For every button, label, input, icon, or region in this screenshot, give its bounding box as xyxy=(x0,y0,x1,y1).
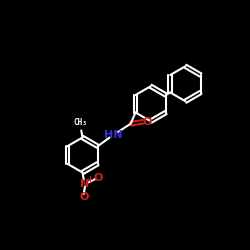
Text: +: + xyxy=(86,175,94,184)
Text: O: O xyxy=(79,192,88,202)
Text: O: O xyxy=(93,173,103,183)
Text: CH₃: CH₃ xyxy=(74,118,88,127)
Text: N: N xyxy=(80,179,90,189)
Text: O: O xyxy=(142,117,152,127)
Text: ⁻: ⁻ xyxy=(86,194,91,204)
Text: HN: HN xyxy=(104,130,122,140)
